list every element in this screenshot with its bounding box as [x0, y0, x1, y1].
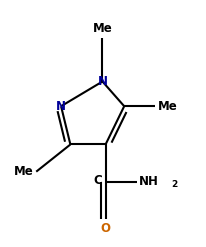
Text: N: N: [56, 100, 66, 113]
Text: NH: NH: [138, 175, 158, 188]
Text: N: N: [97, 75, 107, 88]
Text: 2: 2: [170, 180, 176, 189]
Text: Me: Me: [13, 165, 33, 178]
Text: O: O: [100, 222, 110, 235]
Text: Me: Me: [157, 100, 177, 113]
Text: Me: Me: [92, 22, 112, 35]
Text: C: C: [93, 174, 102, 187]
